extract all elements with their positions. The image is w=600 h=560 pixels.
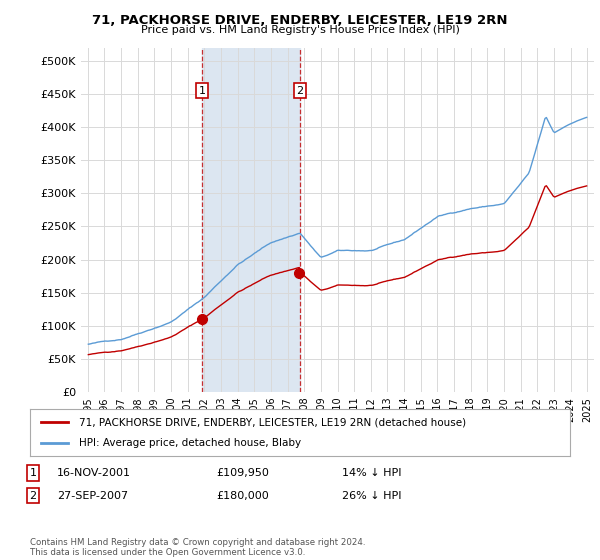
Text: 14% ↓ HPI: 14% ↓ HPI — [342, 468, 401, 478]
Text: 1: 1 — [199, 86, 206, 96]
Text: HPI: Average price, detached house, Blaby: HPI: Average price, detached house, Blab… — [79, 438, 301, 448]
Text: 26% ↓ HPI: 26% ↓ HPI — [342, 491, 401, 501]
Text: 71, PACKHORSE DRIVE, ENDERBY, LEICESTER, LE19 2RN: 71, PACKHORSE DRIVE, ENDERBY, LEICESTER,… — [92, 14, 508, 27]
Text: 27-SEP-2007: 27-SEP-2007 — [57, 491, 128, 501]
Text: Contains HM Land Registry data © Crown copyright and database right 2024.
This d: Contains HM Land Registry data © Crown c… — [30, 538, 365, 557]
Text: 2: 2 — [296, 86, 304, 96]
Text: £180,000: £180,000 — [216, 491, 269, 501]
Text: 1: 1 — [29, 468, 37, 478]
Bar — [202, 48, 300, 392]
Text: Price paid vs. HM Land Registry's House Price Index (HPI): Price paid vs. HM Land Registry's House … — [140, 25, 460, 35]
Text: 71, PACKHORSE DRIVE, ENDERBY, LEICESTER, LE19 2RN (detached house): 71, PACKHORSE DRIVE, ENDERBY, LEICESTER,… — [79, 417, 466, 427]
Text: £109,950: £109,950 — [216, 468, 269, 478]
Text: 2: 2 — [29, 491, 37, 501]
Text: 16-NOV-2001: 16-NOV-2001 — [57, 468, 131, 478]
